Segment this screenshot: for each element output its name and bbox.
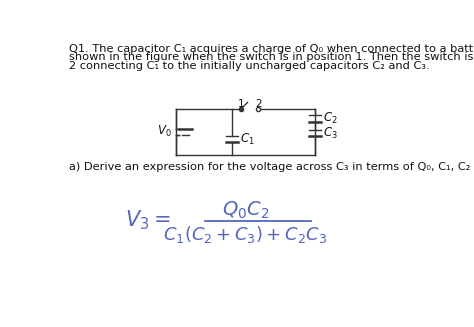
Text: $C_3$: $C_3$ xyxy=(323,126,337,141)
Text: 1: 1 xyxy=(238,98,245,109)
Text: $C_2$: $C_2$ xyxy=(323,111,337,126)
Text: 2 connecting C₁ to the initially uncharged capacitors C₂ and C₃.: 2 connecting C₁ to the initially uncharg… xyxy=(69,61,429,71)
Text: $V_0$: $V_0$ xyxy=(157,124,172,139)
Text: 2: 2 xyxy=(255,98,262,109)
Text: $C_1$: $C_1$ xyxy=(240,132,255,147)
Text: $\mathit{V_3}=$: $\mathit{V_3}=$ xyxy=(125,208,171,232)
Text: $\mathit{Q_0 C_2}$: $\mathit{Q_0 C_2}$ xyxy=(221,199,269,221)
Text: shown in the figure when the switch is in position 1. Then the switch is moved t: shown in the figure when the switch is i… xyxy=(69,52,474,62)
Text: $\mathit{C_1(C_2+C_3)+C_2 C_3}$: $\mathit{C_1(C_2+C_3)+C_2 C_3}$ xyxy=(163,224,328,245)
Text: Q1. The capacitor C₁ acquires a charge of Q₀ when connected to a battery of volt: Q1. The capacitor C₁ acquires a charge o… xyxy=(69,44,474,54)
Text: a) Derive an expression for the voltage across C₃ in terms of Q₀, C₁, C₂ and C₃.: a) Derive an expression for the voltage … xyxy=(69,163,474,172)
